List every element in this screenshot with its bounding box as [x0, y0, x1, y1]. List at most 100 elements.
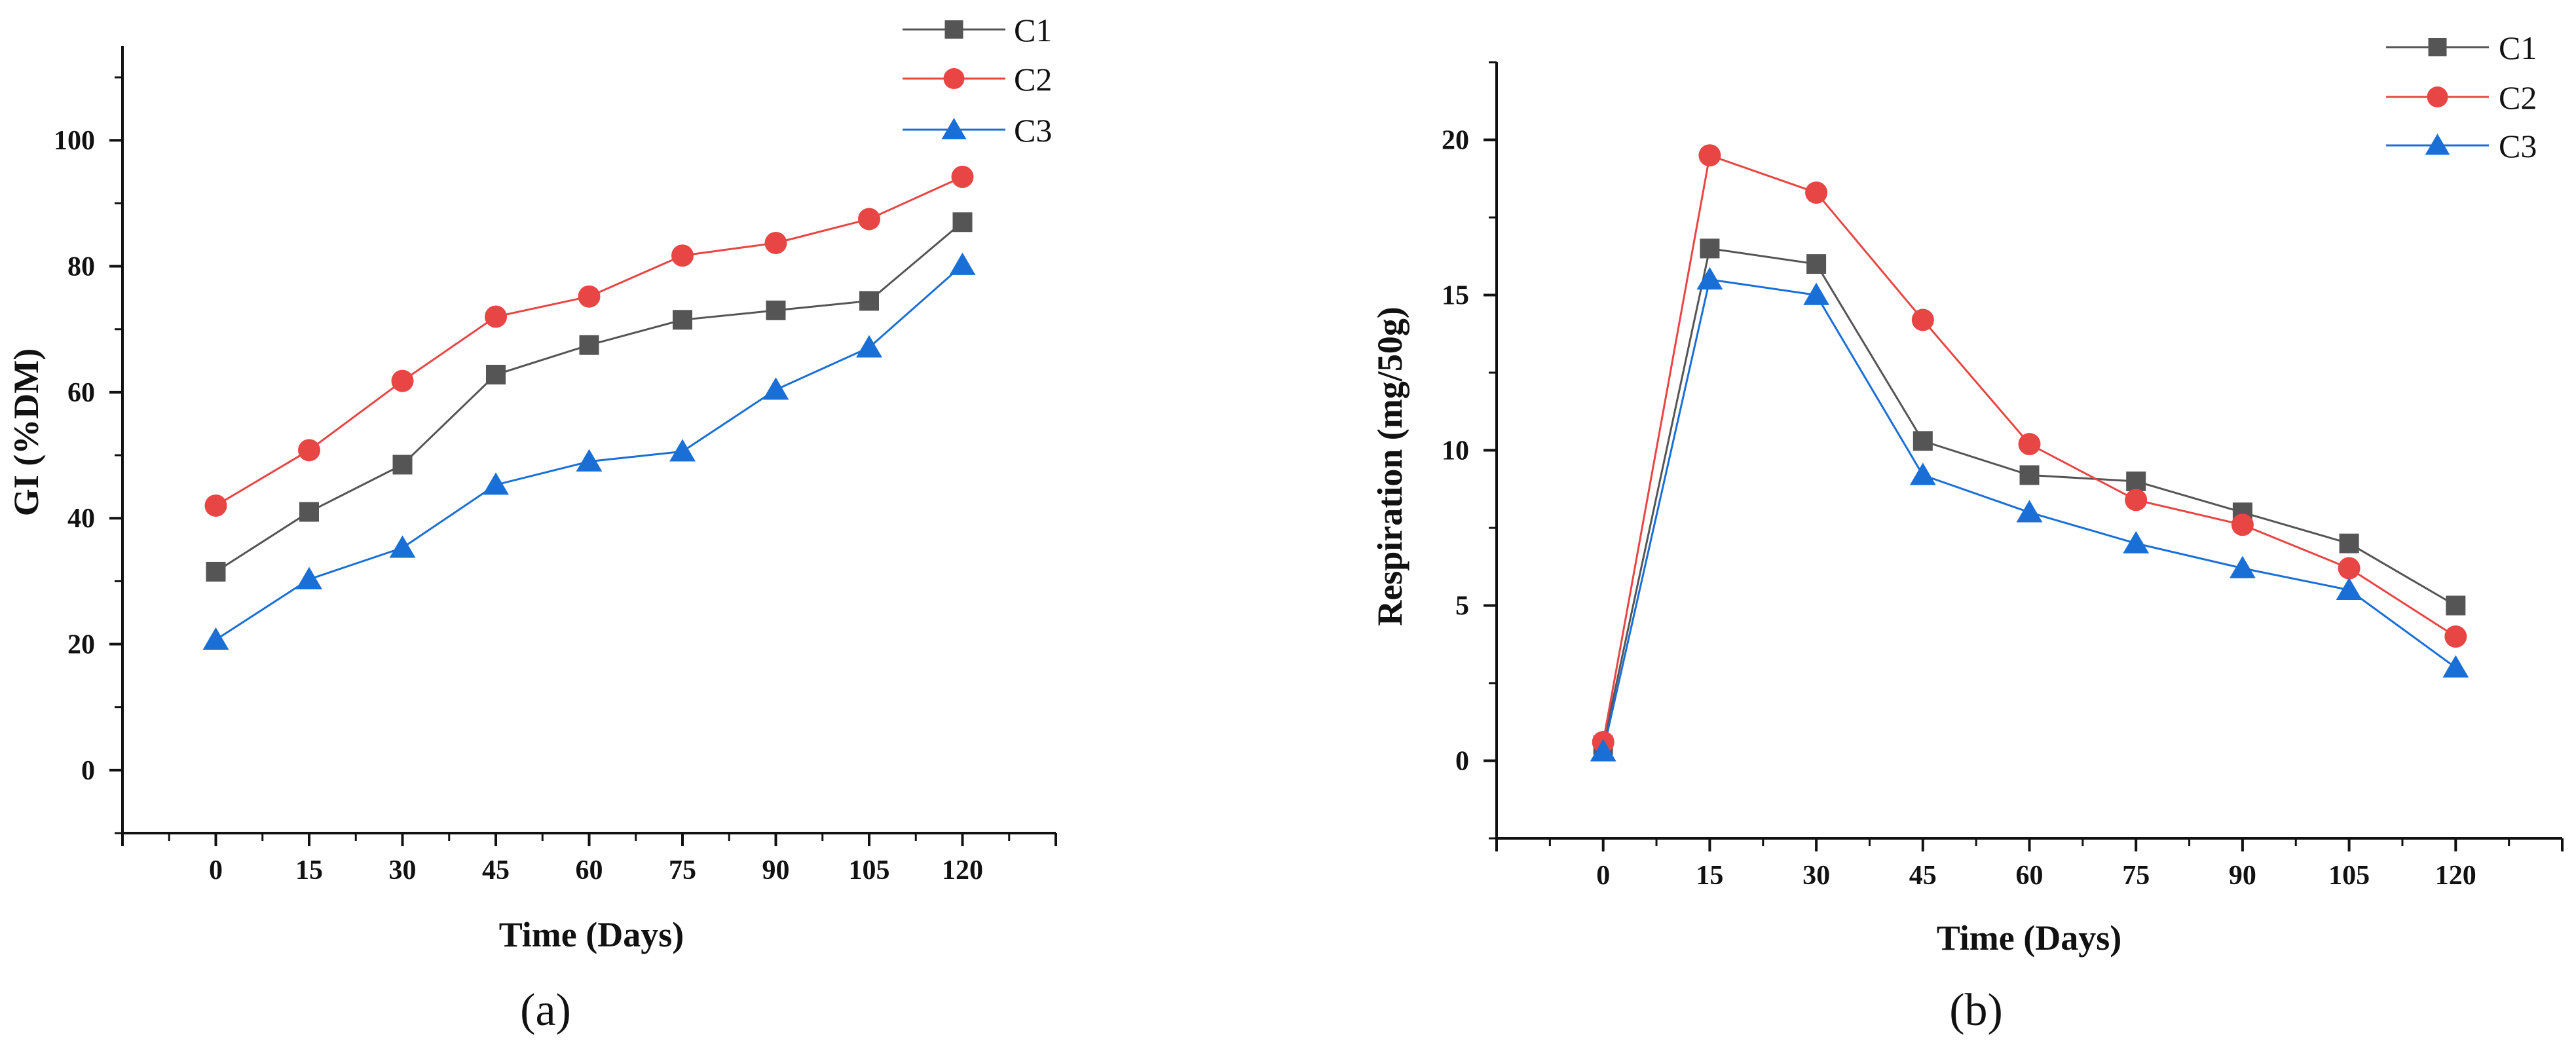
panel-a-x-axis-title: Time (Days)	[499, 915, 684, 954]
panel-b-x-tick-label: 30	[1802, 861, 1830, 891]
panel-b-point-c1	[1700, 238, 1720, 259]
panel-b-y-tick-label: 20	[1442, 126, 1469, 156]
panel-b-point-c1	[2126, 471, 2146, 491]
panel-b-y-axis-title: Respiration (mg/50g)	[1370, 307, 1409, 625]
panel-b-x-tick-label: 60	[2016, 861, 2044, 891]
panel-b-legend-item-c3: C3	[2386, 128, 2537, 164]
panel-a-point-c2	[578, 285, 601, 308]
panel-a-y-axis-title: GI (%DM)	[7, 348, 46, 516]
panel-b-legend-label-c2: C2	[2499, 79, 2537, 116]
panel-a-legend-label-c3: C3	[1014, 112, 1052, 149]
panel-b-legend-marker-c1	[2428, 38, 2447, 56]
panel-b-chart: 0 15 30 45 60 75 90 105 120 0 5 10 15 20 C1 C2 C3 Tim…	[1370, 29, 2564, 1035]
panel-b-point-c1	[1806, 254, 1827, 274]
panel-a-point-c3	[669, 439, 696, 462]
panel-b-caption: (b)	[1949, 985, 2003, 1035]
panel-a-legend-symbol-c1	[944, 20, 963, 39]
panel-a-legend-item-c2: C2	[903, 61, 1052, 98]
panel-a-x-tick-label: 60	[576, 855, 603, 886]
panel-b-y-tick-label: 0	[1455, 747, 1469, 777]
panel-b-x-axis-title: Time (Days)	[1937, 918, 2121, 958]
panel-b-legend-label-c3: C3	[2499, 128, 2537, 164]
panel-b-legend-marker-c3	[2425, 134, 2450, 155]
panel-b-point-c3	[2442, 655, 2469, 678]
panel-b-legend-marker-c2	[2427, 86, 2448, 107]
panel-a-legend-marker-c1	[944, 20, 963, 39]
panel-b-series-line-c1	[1602, 247, 2457, 746]
panel-a-legend-marker-c3	[941, 118, 967, 140]
panel-a-legend-item-c3: C3	[903, 112, 1052, 149]
panel-b-point-c2	[2338, 557, 2361, 580]
panel-a-y-tick-label: 20	[67, 630, 95, 660]
panel-b-legend-label-c1: C1	[2499, 29, 2537, 66]
panel-a-point-c1	[579, 335, 599, 355]
panel-b-legend-item-c1: C1	[2386, 29, 2537, 66]
panel-a-point-c1	[299, 502, 319, 522]
panel-a-point-c3	[483, 472, 509, 495]
panel-a-x-tick-label: 120	[942, 855, 983, 886]
panel-a-point-c2	[951, 166, 974, 189]
panel-a-point-c1	[766, 300, 786, 320]
panel-b-x-tick-label: 90	[2229, 861, 2256, 891]
panel-a-legend-item-c1: C1	[903, 12, 1052, 48]
panel-a-caption: (a)	[520, 985, 571, 1035]
panel-a-point-c2	[671, 244, 694, 267]
panel-a-legend-label-c2: C2	[1014, 61, 1052, 98]
panel-b-legend-item-c2: C2	[2386, 79, 2537, 116]
panel-a-series-line-c1	[215, 221, 963, 573]
panel-b-point-c2	[1911, 308, 1934, 331]
panel-b-point-c3	[2229, 555, 2256, 578]
panel-b-legend-symbol-c2	[2427, 86, 2448, 107]
panel-b-point-c3	[2336, 577, 2362, 600]
panel-a-y-tick-label: 80	[67, 252, 95, 282]
panel-b-legend: C1 C2 C3	[2386, 29, 2537, 164]
panel-b-point-c3	[1909, 462, 1936, 485]
panel-a-x-tick-label: 90	[762, 855, 790, 886]
panel-b-legend-symbol-c1	[2428, 38, 2447, 56]
panel-a-legend-symbol-c2	[943, 68, 965, 89]
panel-b-point-c1	[2446, 595, 2466, 616]
panel-a-point-c1	[952, 212, 973, 233]
panel-b-x-tick-label: 105	[2328, 861, 2370, 891]
panel-a-point-c2	[764, 231, 787, 254]
panel-b-x-tick-label: 0	[1596, 861, 1610, 891]
panel-a-point-c2	[485, 305, 507, 328]
panel-b-point-c2	[2018, 433, 2041, 456]
panel-b-x-tick-label: 75	[2122, 861, 2150, 891]
panel-b-point-c3	[1696, 267, 1723, 289]
panel-b-point-c1	[2339, 533, 2359, 553]
panel-a-point-c3	[202, 627, 229, 650]
panel-a-x-tick-label: 45	[482, 855, 510, 886]
panel-b-point-c2	[2231, 513, 2254, 536]
panel-a-x-tick-label: 105	[849, 855, 890, 886]
panel-b-x-tick-label: 45	[1909, 861, 1937, 891]
panel-a-chart: 0 15 30 45 60 75 90 105 120 0 20 40 60 80 100 C1 C2 C3…	[7, 12, 1057, 1035]
panel-a-y-tick-label: 60	[67, 378, 95, 408]
panel-a-point-c1	[392, 455, 413, 475]
panel-a-point-c3	[576, 449, 603, 472]
panel-a-point-c1	[206, 561, 226, 582]
panel-a-legend-symbol-c3	[941, 118, 967, 140]
panel-b-x-tick-label: 120	[2435, 861, 2476, 891]
panel-a-point-c2	[391, 369, 414, 392]
panel-a-legend-marker-c2	[943, 68, 965, 89]
panel-a-x-tick-label: 75	[669, 855, 696, 886]
panel-b-legend-symbol-c3	[2425, 134, 2450, 155]
panel-a-x-tick-label: 30	[389, 855, 417, 886]
panel-b-point-c1	[1913, 431, 1933, 451]
panel-b-y-tick-label: 10	[1442, 436, 1469, 466]
panel-b-point-c2	[1698, 144, 1721, 167]
panel-b-y-tick-label: 15	[1442, 281, 1469, 311]
panel-b-point-c3	[2016, 500, 2043, 523]
panel-b-point-c3	[1590, 739, 1616, 762]
panel-a-legend-label-c1: C1	[1014, 12, 1052, 48]
panel-a-point-c2	[858, 208, 880, 231]
panel-b-point-c3	[2123, 531, 2150, 553]
panel-a-point-c1	[673, 310, 692, 330]
panel-a-point-c2	[298, 439, 320, 462]
panel-a-point-c1	[859, 291, 879, 311]
panel-a-plot-layer: 0 15 30 45 60 75 90 105 120 0 20 40 60 80 100	[54, 46, 1057, 886]
panel-a-y-tick-label: 40	[67, 504, 95, 534]
panel-a-x-tick-label: 0	[209, 855, 223, 886]
